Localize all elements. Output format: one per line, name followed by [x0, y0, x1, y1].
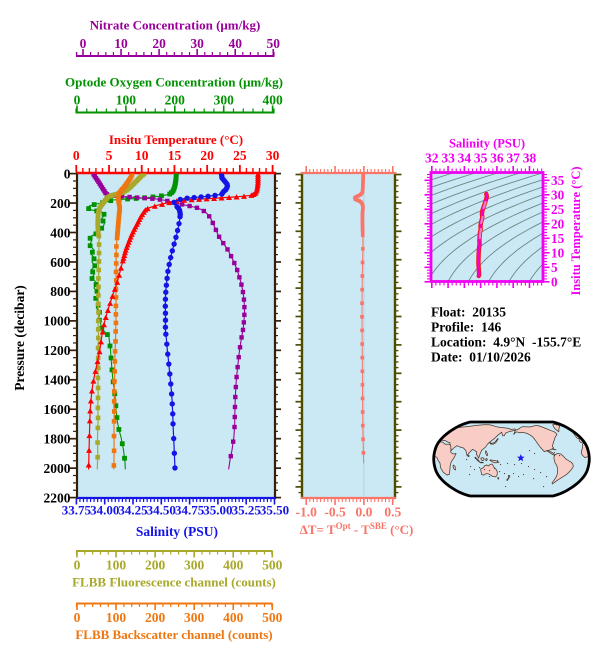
svg-text:0: 0: [551, 275, 558, 290]
svg-text:0: 0: [74, 610, 81, 625]
svg-text:2000: 2000: [44, 461, 71, 476]
svg-text:0: 0: [80, 36, 87, 51]
svg-text:-0.5: -0.5: [324, 505, 346, 520]
svg-text:36: 36: [490, 151, 504, 166]
svg-text:Optode Oxygen Concentration (μ: Optode Oxygen Concentration (μm/kg): [65, 75, 283, 90]
svg-text:300: 300: [184, 610, 205, 625]
svg-text:20: 20: [551, 217, 565, 232]
svg-text:200: 200: [145, 558, 166, 573]
svg-text:1800: 1800: [44, 431, 71, 446]
svg-text:300: 300: [214, 93, 235, 108]
svg-text:FLBB Backscatter channel (coun: FLBB Backscatter channel (counts): [75, 627, 272, 642]
svg-text:100: 100: [116, 93, 137, 108]
svg-text:Profile: 146: Profile: 146: [431, 320, 501, 335]
svg-text:1400: 1400: [44, 373, 71, 388]
svg-text:33: 33: [441, 151, 455, 166]
svg-text:0: 0: [64, 166, 71, 181]
svg-text:800: 800: [50, 284, 71, 299]
svg-text:20: 20: [152, 36, 166, 51]
svg-text:15: 15: [168, 148, 182, 163]
svg-text:35.50: 35.50: [260, 503, 289, 518]
svg-text:10: 10: [551, 246, 565, 261]
svg-text:50: 50: [267, 36, 281, 51]
svg-text:0.5: 0.5: [384, 505, 401, 520]
svg-text:1000: 1000: [44, 314, 71, 329]
svg-text:35.00: 35.00: [203, 503, 232, 518]
svg-text:25: 25: [233, 148, 247, 163]
svg-text:10: 10: [114, 36, 128, 51]
svg-text:Location: 4.9°N -155.7°E: Location: 4.9°N -155.7°E: [431, 335, 581, 350]
svg-text:200: 200: [165, 93, 186, 108]
svg-text:30: 30: [551, 188, 565, 203]
svg-text:Salinity (PSU): Salinity (PSU): [449, 137, 525, 151]
svg-text:33.75: 33.75: [62, 503, 92, 518]
svg-text:500: 500: [262, 610, 283, 625]
svg-text:35: 35: [474, 151, 488, 166]
svg-text:34.25: 34.25: [118, 503, 148, 518]
svg-text:100: 100: [106, 558, 127, 573]
svg-text:200: 200: [50, 196, 71, 211]
svg-text:400: 400: [223, 610, 244, 625]
svg-text:34: 34: [458, 151, 472, 166]
svg-text:300: 300: [184, 558, 205, 573]
svg-text:Nitrate Concentration (μm/kg): Nitrate Concentration (μm/kg): [90, 18, 261, 33]
svg-text:30: 30: [190, 36, 204, 51]
svg-text:0: 0: [73, 148, 80, 163]
svg-text:Pressure (decibar): Pressure (decibar): [12, 285, 27, 391]
svg-text:Insitu Temperature (°C): Insitu Temperature (°C): [569, 166, 583, 295]
svg-text:200: 200: [145, 610, 166, 625]
svg-text:Date: 01/10/2026: Date: 01/10/2026: [431, 350, 531, 365]
svg-text:0: 0: [74, 558, 81, 573]
svg-text:1200: 1200: [44, 343, 71, 358]
svg-text:500: 500: [262, 558, 283, 573]
svg-text:34.50: 34.50: [147, 503, 176, 518]
svg-text:600: 600: [50, 255, 71, 270]
svg-text:25: 25: [551, 202, 565, 217]
svg-text:37: 37: [506, 151, 520, 166]
svg-text:1600: 1600: [44, 402, 71, 417]
svg-text:35.25: 35.25: [232, 503, 262, 518]
svg-text:Float: 20135: Float: 20135: [431, 305, 506, 320]
svg-text:-1.0: -1.0: [296, 505, 318, 520]
svg-text:Insitu Temperature (°C): Insitu Temperature (°C): [109, 132, 243, 147]
svg-text:100: 100: [106, 610, 127, 625]
svg-text:0: 0: [74, 93, 81, 108]
svg-text:Salinity (PSU): Salinity (PSU): [136, 524, 218, 539]
svg-text:5: 5: [551, 260, 558, 275]
svg-text:20: 20: [200, 148, 214, 163]
svg-text:40: 40: [228, 36, 242, 51]
svg-text:2200: 2200: [44, 490, 71, 505]
svg-text:32: 32: [425, 151, 439, 166]
svg-text:0.0: 0.0: [355, 505, 372, 520]
svg-text:ΔT= TOpt - TSBE (°C): ΔT= TOpt - TSBE (°C): [300, 521, 414, 537]
svg-text:10: 10: [135, 148, 149, 163]
svg-text:38: 38: [523, 151, 537, 166]
svg-text:15: 15: [551, 231, 565, 246]
svg-text:5: 5: [106, 148, 113, 163]
svg-text:FLBB Fluorescence channel (cou: FLBB Fluorescence channel (counts): [72, 575, 276, 590]
svg-text:400: 400: [262, 93, 283, 108]
svg-text:34.75: 34.75: [175, 503, 205, 518]
svg-text:30: 30: [266, 148, 280, 163]
svg-text:400: 400: [50, 225, 71, 240]
svg-text:35: 35: [551, 173, 565, 188]
svg-text:34.00: 34.00: [90, 503, 119, 518]
svg-text:400: 400: [223, 558, 244, 573]
